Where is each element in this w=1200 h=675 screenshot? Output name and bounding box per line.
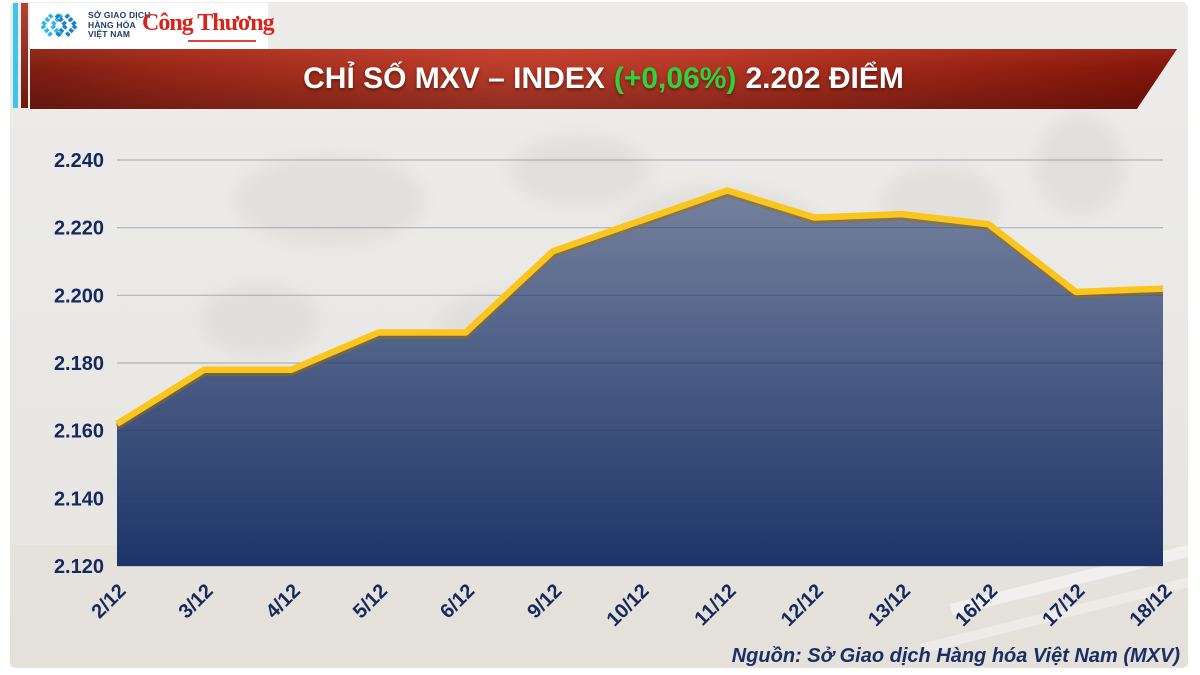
title-points: 2.202 ĐIỂM (745, 62, 904, 95)
y-tick-label: 2.120 (54, 556, 104, 578)
accent-stripe-red (21, 3, 28, 108)
congthuong-logo: Công Thương (142, 10, 275, 36)
mxv-logo-icon (39, 13, 79, 38)
area-fill (117, 190, 1163, 566)
title-banner: CHỈ SỐ MXV – INDEX (+0,06%) 2.202 ĐIỂM (30, 49, 1177, 109)
org-line-3: VIỆT NAM (88, 29, 131, 39)
area-series (117, 190, 1163, 566)
y-tick-label: 2.220 (54, 218, 104, 240)
org-line-2: HÀNG HÓA (88, 19, 136, 30)
y-tick-label: 2.160 (54, 421, 104, 443)
index-line-path (115, 187, 1164, 427)
y-tick-label: 2.180 (54, 353, 104, 375)
congthuong-tagline-bar (188, 40, 256, 42)
org-line-1: SỞ GIAO DỊCH (88, 10, 151, 20)
title-change: (+0,06%) (613, 62, 737, 95)
source-caption: Nguồn: Sở Giao dịch Hàng hóa Việt Nam (M… (731, 645, 1180, 667)
header-logo-box: SỞ GIAO DỊCH HÀNG HÓA VIỆT NAM Công Thươ… (30, 3, 275, 49)
mxv-org-name: SỞ GIAO DỊCH HÀNG HÓA VIỆT NAM (88, 10, 151, 40)
accent-stripe-cyan (13, 3, 18, 108)
index-line (115, 187, 1164, 430)
y-tick-label: 2.200 (54, 285, 104, 307)
y-tick-label: 2.140 (54, 488, 104, 510)
y-axis-labels: 2.240 2.220 2.200 2.180 2.160 2.140 2.120 (54, 150, 104, 578)
y-tick-label: 2.240 (54, 150, 104, 172)
title-main: CHỈ SỐ MXV – INDEX (303, 62, 605, 95)
